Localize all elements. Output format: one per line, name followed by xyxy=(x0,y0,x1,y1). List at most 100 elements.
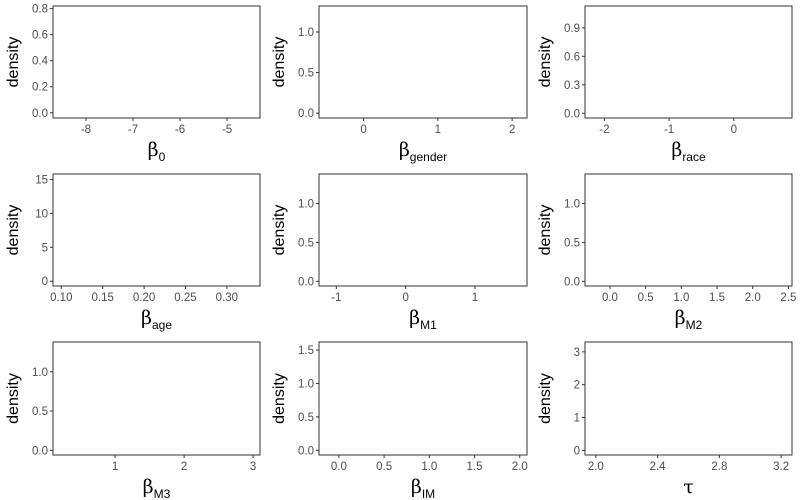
x-axis-subscript: 0 xyxy=(159,150,166,164)
x-tick-label: 1.0 xyxy=(673,292,689,304)
panel-beta_gender: 0 1 2 0.0 0.5 1.0 density βgender xyxy=(271,5,528,164)
x-tick-label: 2.0 xyxy=(745,292,761,304)
x-axis-symbol: β xyxy=(409,307,420,329)
x-axis-title: βgender xyxy=(399,139,447,164)
x-tick-label: -1 xyxy=(664,124,674,136)
y-tick-label: 5 xyxy=(42,242,48,254)
y-tick-label: 0.5 xyxy=(298,68,314,80)
y-axis-title: density xyxy=(537,37,554,88)
x-tick-label: -1 xyxy=(331,292,341,304)
y-tick-label: 1.5 xyxy=(298,345,314,357)
x-tick-label: 0.5 xyxy=(638,292,654,304)
y-tick-label: 0.5 xyxy=(298,237,314,249)
y-tick-label: 0.0 xyxy=(32,445,48,457)
panel-beta_M1: -1 0 1 0.0 0.5 1.0 density βM1 xyxy=(271,173,528,332)
y-tick-label: 0.9 xyxy=(564,23,580,35)
x-tick-label: 2.0 xyxy=(512,461,528,473)
y-tick-label: 0.6 xyxy=(564,51,580,63)
x-tick-label: 0 xyxy=(402,292,408,304)
y-tick-label: 3 xyxy=(574,347,580,359)
x-tick-label: 1 xyxy=(112,461,118,473)
y-tick-label: 1.0 xyxy=(564,199,580,211)
x-tick-label: -2 xyxy=(599,124,609,136)
x-tick-label: 0.30 xyxy=(216,292,238,304)
y-tick-label: 0.6 xyxy=(32,30,48,42)
panel-beta_M2: 0.0 0.5 1.0 1.5 2.0 2.5 0.0 0.5 1.0 density βM2 xyxy=(537,173,796,332)
y-tick-label: 1.0 xyxy=(298,27,314,39)
panel-beta_age: 0.10 0.15 0.20 0.25 0.30 0 5 10 15 density βage xyxy=(5,173,261,332)
panel-border xyxy=(318,341,528,456)
x-axis-symbol: τ xyxy=(683,476,694,498)
y-tick-label: 15 xyxy=(35,174,48,186)
panel-border xyxy=(318,173,528,287)
y-tick-label: 1.0 xyxy=(32,367,48,379)
y-tick-label: 10 xyxy=(35,208,48,220)
panel-border xyxy=(52,173,261,287)
x-tick-label: 1 xyxy=(472,292,478,304)
y-tick-label: 0.0 xyxy=(298,445,314,457)
panel-beta_IM: 0.0 0.5 1.0 1.5 2.0 0.0 0.5 1.0 1.5 density βIM xyxy=(271,341,528,500)
y-axis-title: density xyxy=(271,205,288,256)
y-tick-label: 1 xyxy=(574,413,580,425)
x-tick-label: 0.15 xyxy=(91,292,113,304)
x-axis-symbol: β xyxy=(143,476,154,498)
x-axis-symbol: β xyxy=(411,476,422,498)
y-tick-label: 0.0 xyxy=(298,108,314,120)
panel-border xyxy=(584,5,793,119)
y-tick-label: 1.0 xyxy=(298,199,314,211)
x-tick-label: 2 xyxy=(181,461,187,473)
y-axis-title: density xyxy=(5,373,22,424)
x-tick-label: 2.4 xyxy=(650,461,667,473)
x-axis-subscript: race xyxy=(682,150,706,164)
y-tick-label: 0.0 xyxy=(298,276,314,288)
x-tick-label: 2.0 xyxy=(588,461,604,473)
y-tick-label: 0.5 xyxy=(298,412,314,424)
x-tick-label: 0.0 xyxy=(331,461,347,473)
x-axis-title: τ xyxy=(683,476,694,498)
x-tick-label: 0 xyxy=(360,124,366,136)
x-tick-label: 2.5 xyxy=(780,292,796,304)
x-tick-label: 1.5 xyxy=(709,292,725,304)
y-tick-label: 0 xyxy=(574,445,580,457)
y-tick-label: 0.0 xyxy=(32,108,48,120)
x-tick-label: 1 xyxy=(435,124,441,136)
panel-border xyxy=(52,341,261,456)
x-axis-symbol: β xyxy=(399,139,410,161)
panel-beta_race: -2 -1 0 0.0 0.3 0.6 0.9 density βrace xyxy=(537,5,793,164)
y-tick-label: 0.2 xyxy=(32,82,48,94)
x-axis-symbol: β xyxy=(675,307,686,329)
panel-border xyxy=(318,5,528,119)
x-tick-label: -7 xyxy=(128,124,138,136)
x-tick-label: 0 xyxy=(731,124,737,136)
x-tick-label: 0.20 xyxy=(133,292,155,304)
y-tick-label: 0 xyxy=(42,276,48,288)
panel-border xyxy=(584,173,793,287)
x-tick-label: 0.5 xyxy=(376,461,392,473)
x-tick-label: -6 xyxy=(175,124,185,136)
panel-tau: 2.0 2.4 2.8 3.2 0 1 2 3 density τ xyxy=(537,341,793,498)
x-axis-title: βM1 xyxy=(409,307,437,332)
x-axis-title: βM3 xyxy=(143,476,171,500)
x-axis-subscript: gender xyxy=(410,150,447,164)
y-axis-title: density xyxy=(537,373,554,424)
x-tick-label: 3.2 xyxy=(773,461,789,473)
y-axis-title: density xyxy=(271,37,288,88)
y-tick-label: 0.5 xyxy=(564,237,580,249)
y-tick-label: 0.0 xyxy=(564,108,580,120)
y-axis-title: density xyxy=(271,373,288,424)
x-tick-label: 2 xyxy=(509,124,515,136)
x-tick-label: 2.8 xyxy=(711,461,727,473)
y-tick-label: 0.3 xyxy=(564,80,580,92)
x-axis-title: β0 xyxy=(148,139,166,164)
panel-beta_M3: 1 2 3 0.0 0.5 1.0 density βM3 xyxy=(5,341,261,500)
x-axis-title: βage xyxy=(141,307,172,332)
x-axis-symbol: β xyxy=(671,139,682,161)
panel-border xyxy=(584,341,793,456)
x-axis-symbol: β xyxy=(148,139,159,161)
x-axis-title: βIM xyxy=(411,476,435,500)
y-axis-title: density xyxy=(537,205,554,256)
x-axis-subscript: M1 xyxy=(420,318,437,332)
y-axis-title: density xyxy=(5,205,22,256)
x-tick-label: -8 xyxy=(81,124,91,136)
